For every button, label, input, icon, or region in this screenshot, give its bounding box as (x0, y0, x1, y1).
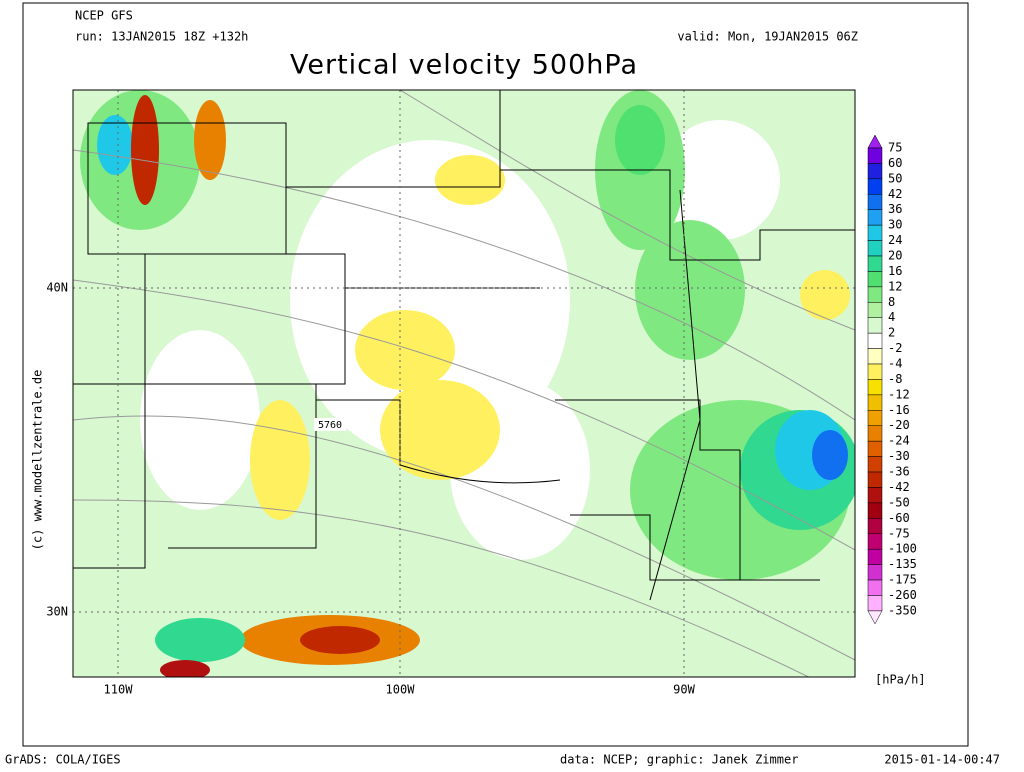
colorbar-label: 60 (888, 156, 902, 170)
colorbar-box (867, 332, 883, 349)
colorbar-label: -135 (888, 557, 917, 571)
colorbar-cap (867, 610, 883, 625)
colorbar-label: 20 (888, 249, 902, 263)
colorbar-label: -20 (888, 418, 910, 432)
colorbar-label: 16 (888, 264, 902, 278)
colorbar-box (867, 194, 883, 210)
colorbar-label: -350 (888, 603, 917, 617)
colorbar-label: -24 (888, 434, 910, 448)
colorbar-label: 12 (888, 279, 902, 293)
colorbar-box (867, 163, 883, 180)
colorbar-label: 42 (888, 187, 902, 201)
lon-label: 90W (673, 683, 695, 697)
colorbar-box (867, 440, 883, 457)
colorbar-label: -30 (888, 449, 910, 463)
lon-label: 110W (104, 683, 134, 697)
footer-center: data: NCEP; graphic: Janek Zimmer (560, 753, 798, 767)
colorbar-box (867, 394, 883, 411)
graticule (73, 90, 855, 677)
colorbar-label: 24 (888, 233, 902, 247)
model: NCEP GFS (75, 9, 133, 23)
colorbar-box (867, 240, 883, 257)
lat-label: 40N (46, 281, 68, 295)
colorbar-box (867, 224, 883, 241)
colorbar-box (867, 302, 883, 318)
frame (22, 2, 969, 747)
colorbar-label: -16 (888, 403, 910, 417)
title: Vertical velocity 500hPa (290, 50, 638, 81)
contour-label: 5760 (318, 420, 342, 431)
colorbar-label: -12 (888, 387, 910, 401)
colorbar-box (867, 363, 883, 380)
colorbar-label: -100 (888, 542, 917, 556)
colorbar-label: -60 (888, 511, 910, 525)
valid: valid: Mon, 19JAN2015 06Z (677, 30, 858, 44)
colorbar-label: -42 (888, 480, 910, 494)
run: run: 13JAN2015 18Z +132h (75, 30, 248, 44)
colorbar-box (867, 271, 883, 288)
colorbar-label: -75 (888, 526, 910, 540)
colorbar-label: -175 (888, 573, 917, 587)
colorbar-box (867, 487, 883, 504)
colorbar-label: 50 (888, 171, 902, 185)
footer-right: 2015-01-14-00:47 (884, 753, 1000, 767)
map-field (73, 90, 855, 677)
colorbar-box (867, 425, 883, 442)
colorbar-box (867, 348, 883, 365)
colorbar-box (867, 564, 883, 581)
colorbar-box (867, 379, 883, 396)
colorbar-box (867, 579, 883, 596)
colorbar-box (867, 286, 883, 303)
colorbar-box (867, 147, 883, 164)
colorbar-box (867, 410, 883, 426)
colorbar-box (867, 548, 883, 565)
colorbar-label: -2 (888, 341, 902, 355)
colorbar-label: -50 (888, 495, 910, 509)
colorbar-label: -8 (888, 372, 902, 386)
footer-left: GrADS: COLA/IGES (5, 753, 121, 767)
colorbar-label: 75 (888, 141, 902, 155)
colorbar-box (867, 456, 883, 473)
colorbar-box (867, 595, 883, 612)
colorbar-box (867, 518, 883, 535)
colorbar-label: 8 (888, 295, 895, 309)
colorbar: 75605042363024201612842-2-4-8-12-16-20-2… (867, 134, 917, 625)
colorbar-box (867, 255, 883, 272)
unit: [hPa/h] (875, 673, 926, 687)
colorbar-label: 30 (888, 218, 902, 232)
colorbar-label: -36 (888, 465, 910, 479)
colorbar-box (867, 178, 883, 195)
colorbar-label: 2 (888, 326, 895, 340)
watermark: (c) www.modellzentrale.de (31, 370, 45, 551)
colorbar-box (867, 317, 883, 334)
colorbar-box (867, 533, 883, 550)
colorbar-cap (867, 134, 883, 149)
colorbar-label: -4 (888, 357, 902, 371)
colorbar-label: 36 (888, 202, 902, 216)
colorbar-box (867, 502, 883, 519)
colorbar-label: 4 (888, 310, 895, 324)
lon-label: 100W (386, 683, 416, 697)
colorbar-box (867, 209, 883, 226)
contour-label-bg (314, 418, 346, 431)
colorbar-label: -260 (888, 588, 917, 602)
map-border (72, 89, 856, 678)
lat-label: 30N (46, 605, 68, 619)
colorbar-box (867, 471, 883, 488)
